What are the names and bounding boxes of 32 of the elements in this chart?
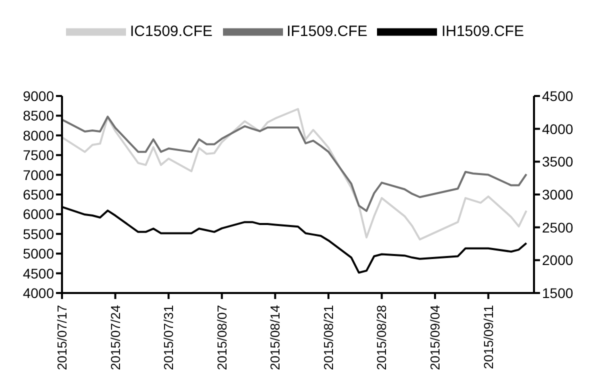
y2-tick-label: 4500 <box>542 88 574 104</box>
y-tick-label: 6500 <box>22 186 54 202</box>
y-tick-label: 4000 <box>22 284 54 301</box>
y-tick-label: 4500 <box>22 265 54 282</box>
x-tick-label: 2015/09/11 <box>480 305 496 370</box>
y-tick-label: 8000 <box>22 127 54 144</box>
line-series <box>62 108 528 240</box>
y-tick-label: 9000 <box>22 88 54 104</box>
y-tick-label: 5000 <box>22 246 54 262</box>
legend-label: IH1509.CFE <box>441 22 524 40</box>
y2-tick-label: 3000 <box>542 186 574 202</box>
x-tick-label: 2015/08/14 <box>268 305 283 370</box>
y2-tick-label: 2000 <box>542 252 574 268</box>
y2-tick-label: 1500 <box>542 284 574 301</box>
y-tick-label: 7000 <box>22 166 54 183</box>
line-series <box>62 116 528 212</box>
y-tick-label: 8500 <box>22 108 54 124</box>
x-tick-label: 2015/07/17 <box>54 305 70 370</box>
x-tick-label: 2015/09/04 <box>428 305 443 370</box>
x-tick-label: 2015/07/31 <box>161 305 176 370</box>
x-tick-label: 2015/08/21 <box>320 305 336 370</box>
x-tick-label: 2015/07/24 <box>108 305 123 370</box>
x-tick-label: 2015/08/28 <box>374 305 390 370</box>
y-tick-label: 6000 <box>22 206 54 222</box>
legend-label: IC1509.CFE <box>130 22 213 40</box>
y2-tick-label: 2500 <box>542 219 574 236</box>
y-tick-label: 7500 <box>22 147 54 164</box>
y-tick-label: 5500 <box>22 226 54 242</box>
legend-label: IF1509.CFE <box>286 22 368 40</box>
x-tick-label: 2015/08/07 <box>214 305 230 370</box>
y2-tick-label: 3500 <box>542 154 574 170</box>
y2-tick-label: 4000 <box>542 120 574 137</box>
